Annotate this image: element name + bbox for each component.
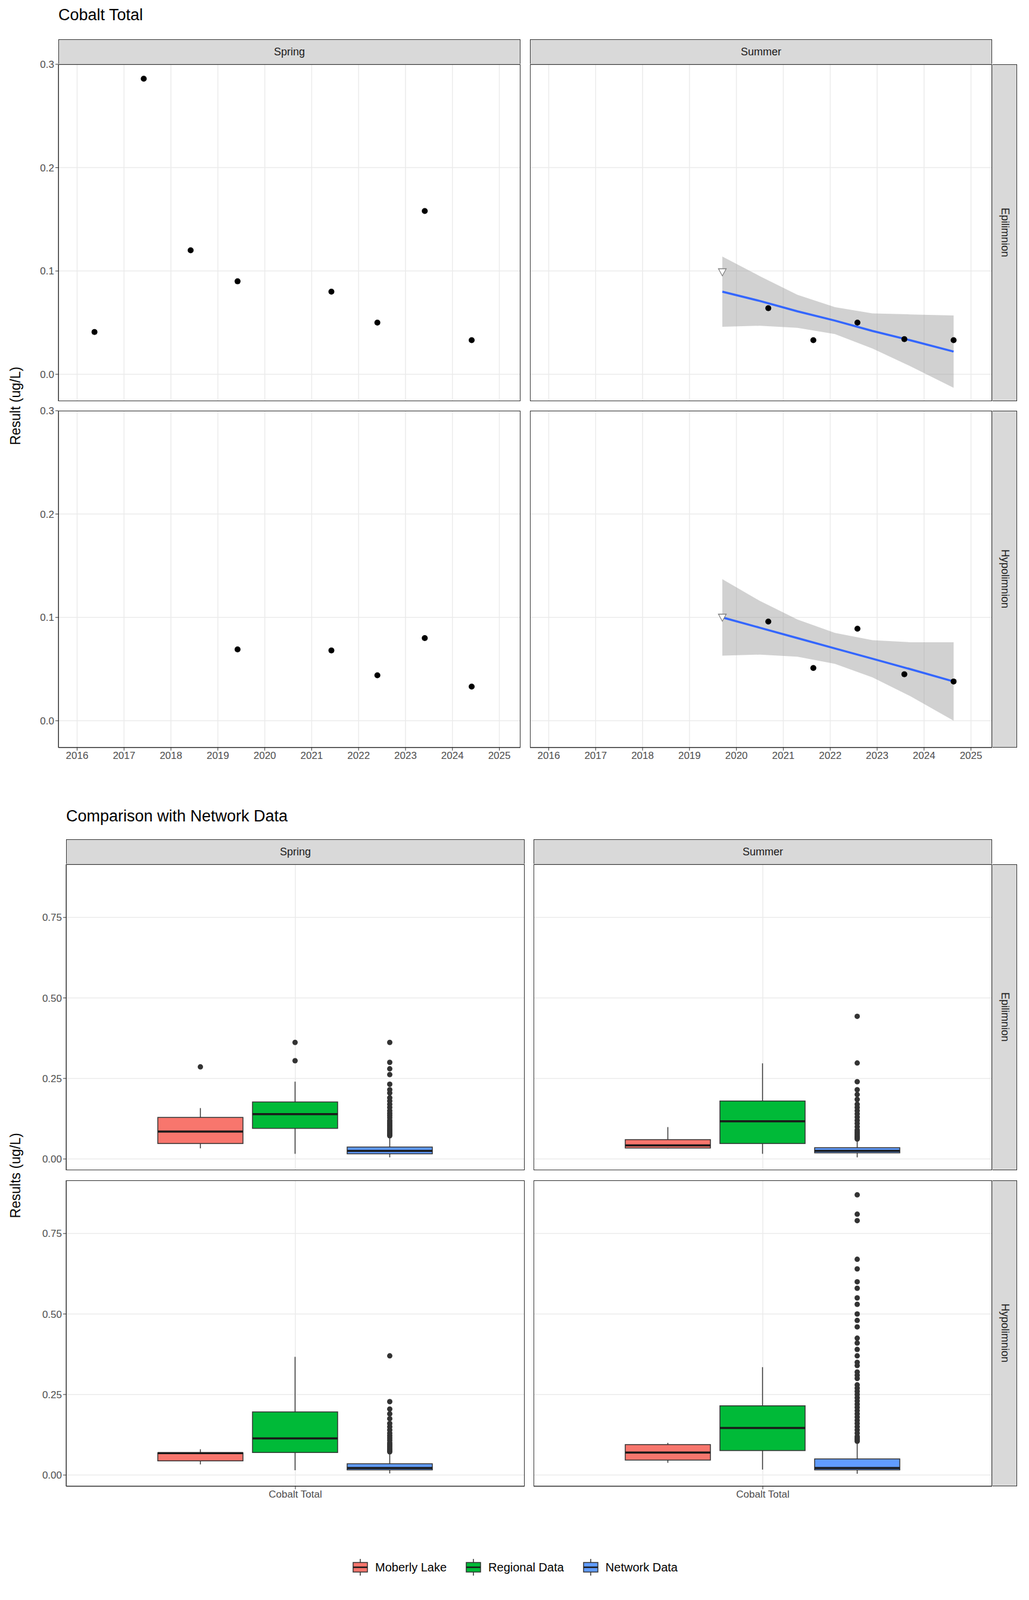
html-text:Result (ug/L): Result (ug/L): [7, 366, 23, 446]
html-text:Hypolimnion: Hypolimnion: [998, 549, 1011, 609]
html-text:Network Data: Network Data: [605, 1561, 678, 1575]
svg-text:2020: 2020: [725, 750, 748, 762]
svg-text:2024: 2024: [441, 750, 464, 762]
html-text:Spring: Spring: [279, 845, 311, 858]
html-text:Summer: Summer: [740, 45, 782, 58]
svg-text:0.3: 0.3: [39, 58, 55, 71]
html-text:Hypolimnion: Hypolimnion: [998, 1304, 1011, 1364]
html-text:Results (ug/L): Results (ug/L): [7, 1133, 23, 1219]
svg-text:2023: 2023: [865, 750, 889, 762]
svg-text:2018: 2018: [631, 750, 654, 762]
svg-text:2021: 2021: [772, 750, 795, 762]
svg-text:2021: 2021: [300, 750, 324, 762]
svg-text:0.1: 0.1: [39, 612, 55, 624]
svg-text:0.2: 0.2: [39, 509, 55, 521]
html-text:Comparison with Network Data: Comparison with Network Data: [66, 807, 288, 826]
svg-text:2022: 2022: [347, 750, 370, 762]
svg-text:2020: 2020: [253, 750, 277, 762]
svg-text:0.3: 0.3: [39, 405, 55, 417]
svg-text:2019: 2019: [206, 750, 230, 762]
svg-text:2025: 2025: [488, 750, 511, 762]
svg-text:2017: 2017: [584, 750, 607, 762]
html-text:Cobalt Total: Cobalt Total: [58, 5, 143, 24]
svg-text:2024: 2024: [912, 750, 936, 762]
svg-text:2022: 2022: [818, 750, 842, 762]
svg-text:0.50: 0.50: [42, 1309, 62, 1321]
svg-text:Cobalt Total: Cobalt Total: [736, 1489, 790, 1501]
svg-text:0.00: 0.00: [42, 1154, 62, 1166]
svg-text:2016: 2016: [66, 750, 89, 762]
svg-text:2019: 2019: [678, 750, 701, 762]
svg-text:Cobalt Total: Cobalt Total: [268, 1489, 322, 1501]
svg-text:0.00: 0.00: [42, 1470, 62, 1482]
svg-text:0.0: 0.0: [39, 369, 55, 381]
svg-text:0.75: 0.75: [42, 1228, 62, 1240]
html-text:Regional Data: Regional Data: [488, 1561, 564, 1575]
html-text:Spring: Spring: [273, 45, 305, 58]
html-text:Epilimnion: Epilimnion: [998, 208, 1011, 258]
svg-text:0.1: 0.1: [39, 265, 55, 277]
svg-text:0.25: 0.25: [42, 1389, 62, 1402]
svg-text:2023: 2023: [394, 750, 417, 762]
svg-text:0.2: 0.2: [39, 162, 55, 174]
svg-text:2018: 2018: [159, 750, 183, 762]
svg-text:0.75: 0.75: [42, 912, 62, 924]
html-text:Moberly Lake: Moberly Lake: [375, 1561, 447, 1575]
svg-text:2017: 2017: [112, 750, 136, 762]
svg-text:2025: 2025: [959, 750, 983, 762]
svg-text:0.0: 0.0: [39, 715, 55, 728]
svg-text:2016: 2016: [537, 750, 561, 762]
svg-text:0.25: 0.25: [42, 1073, 62, 1085]
html-text:Summer: Summer: [742, 845, 784, 858]
svg-text:0.50: 0.50: [42, 993, 62, 1005]
html-text:Epilimnion: Epilimnion: [998, 992, 1011, 1043]
